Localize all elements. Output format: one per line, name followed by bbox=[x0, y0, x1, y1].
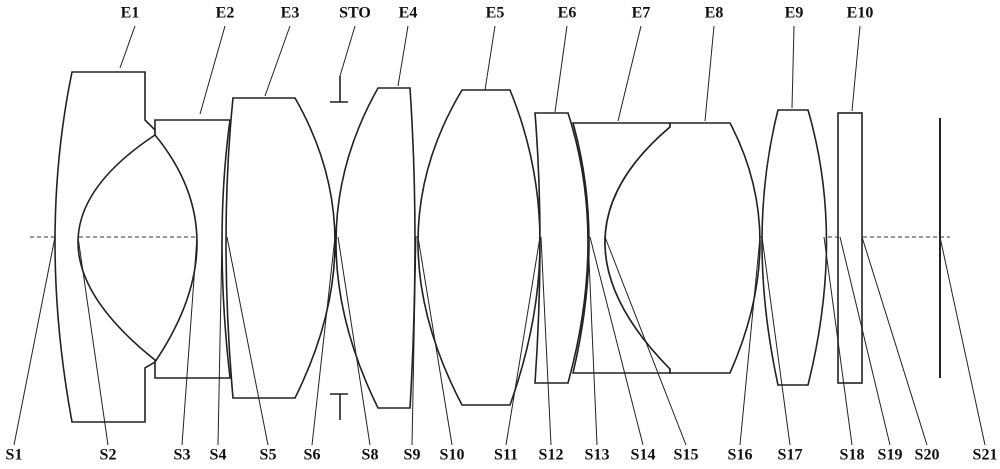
surface-label: S8 bbox=[362, 447, 379, 464]
lens-e5 bbox=[418, 90, 540, 405]
surface-label: S4 bbox=[210, 447, 227, 464]
element-label: E8 bbox=[705, 5, 724, 22]
surface-label: S3 bbox=[174, 447, 191, 464]
surface-label: S19 bbox=[878, 447, 903, 464]
surface-label: S13 bbox=[585, 447, 610, 464]
surface-label: S18 bbox=[840, 447, 865, 464]
surface-label: S12 bbox=[539, 447, 564, 464]
element-label: E10 bbox=[847, 5, 874, 22]
stop-label: STO bbox=[339, 5, 371, 22]
lens-e9 bbox=[762, 110, 827, 385]
surface-label: S10 bbox=[440, 447, 465, 464]
surface-label: S21 bbox=[973, 447, 998, 464]
lens-e3 bbox=[226, 98, 335, 398]
surface-label: S5 bbox=[260, 447, 277, 464]
element-label: E5 bbox=[486, 5, 505, 22]
surface-labels: S1 S2 S3 S4 S5 S6 S8 S9 S10 S11 S12 S13 S14 S15 S16 S17… bbox=[6, 447, 998, 464]
lens-e1 bbox=[55, 72, 155, 422]
lens-e2 bbox=[155, 120, 230, 378]
surface-label: S1 bbox=[6, 447, 23, 464]
surface-label: S11 bbox=[494, 447, 518, 464]
surface-label: S16 bbox=[728, 447, 753, 464]
element-label: E9 bbox=[785, 5, 804, 22]
element-label: E2 bbox=[216, 5, 235, 22]
lens-diagram: E1 E2 E3 STO E4 E5 E6 E7 E8 E9 E10 S1S2S… bbox=[0, 0, 1000, 469]
element-label: E4 bbox=[399, 5, 418, 22]
surface-label: S14 bbox=[631, 447, 656, 464]
element-label: E6 bbox=[558, 5, 577, 22]
surface-label: S17 bbox=[778, 447, 803, 464]
surface-label: S9 bbox=[404, 447, 421, 464]
surface-label: S20 bbox=[915, 447, 940, 464]
element-label: E1 bbox=[121, 5, 140, 22]
element-label: E7 bbox=[632, 5, 651, 22]
surface-label: S2 bbox=[100, 447, 117, 464]
lens-e10 bbox=[838, 113, 862, 383]
surface-label: S6 bbox=[304, 447, 321, 464]
lens-e4 bbox=[336, 88, 415, 408]
surface-label: S15 bbox=[674, 447, 699, 464]
element-label: E3 bbox=[281, 5, 300, 22]
labels: E1 E2 E3 STO E4 E5 E6 E7 E8 E9 E10 bbox=[121, 5, 874, 22]
